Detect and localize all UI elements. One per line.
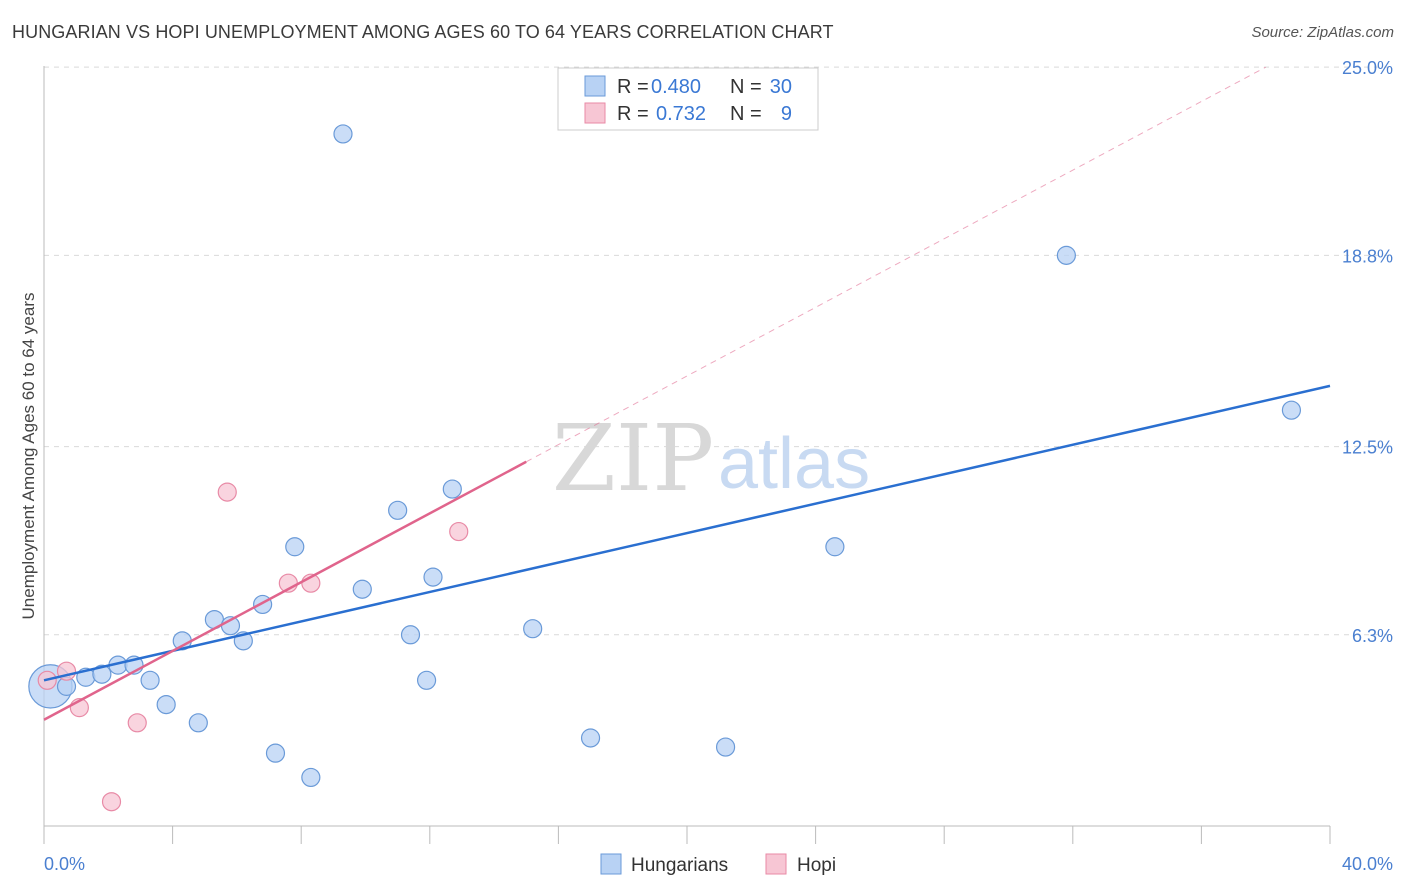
stats-legend: R = 0.480 N = 30 R = 0.732 N = 9: [557, 67, 819, 131]
hungarian-point: [352, 579, 372, 599]
legend-n-value: 9: [781, 103, 792, 125]
hungarian-point: [285, 537, 305, 557]
hungarian-point: [1281, 400, 1302, 420]
legend-r-value: 0.732: [656, 103, 706, 125]
legend-r-label: R =: [617, 103, 649, 125]
legend-r-label: R =: [617, 76, 649, 98]
hungarian-point: [1056, 245, 1076, 265]
y-tick-label: 18.8%: [1342, 246, 1393, 266]
data-points: [28, 124, 1331, 812]
hungarian-point: [442, 479, 462, 499]
hungarian-point: [265, 743, 286, 763]
y-tick-label: 6.3%: [1352, 626, 1393, 646]
legend-r-value: 0.480: [651, 76, 701, 98]
legend-swatch-hungarians: [584, 75, 606, 97]
hungarian-trend-line: [43, 384, 1331, 682]
x-tick-label: 40.0%: [1342, 854, 1393, 874]
hungarian-point: [416, 670, 437, 690]
hungarian-point: [140, 670, 160, 690]
x-tick-label: 0.0%: [44, 854, 85, 874]
watermark-zip: ZIP: [552, 405, 714, 512]
grid-lines: [44, 66, 1394, 636]
legend-swatch-hopi: [765, 853, 787, 875]
legend-n-label: N =: [730, 76, 762, 98]
hopi-trend-extension: [526, 66, 1266, 463]
series-legend: Hungarians Hopi: [600, 853, 836, 876]
hungarian-point: [301, 767, 321, 788]
trend-lines: [526, 66, 1266, 463]
hopi-point: [217, 482, 237, 502]
hopi-point: [127, 713, 147, 733]
hopi-trend-line: [43, 460, 527, 721]
legend-label-hopi: Hopi: [797, 855, 836, 876]
hungarian-point: [423, 567, 443, 587]
hungarian-point: [825, 537, 845, 557]
watermark: ZIP atlas: [552, 405, 870, 512]
legend-swatch-hungarians: [600, 853, 622, 875]
y-tick-labels: 6.3% 12.5% 18.8% 25.0%: [1342, 58, 1393, 646]
y-tick-label: 25.0%: [1342, 58, 1393, 78]
hungarian-point: [715, 737, 736, 757]
x-tick-labels: 0.0% 40.0%: [44, 854, 1393, 874]
hungarian-point: [333, 124, 353, 144]
hungarian-point: [156, 694, 176, 715]
hungarian-point: [400, 625, 421, 645]
watermark-atlas: atlas: [718, 424, 870, 504]
hungarian-point: [580, 728, 601, 748]
legend-n-label: N =: [730, 103, 762, 125]
hungarian-point: [92, 664, 112, 684]
legend-n-value: 30: [770, 76, 792, 98]
hopi-point: [101, 792, 122, 812]
y-axis-title: Unemployment Among Ages 60 to 64 years: [19, 293, 38, 620]
axes: [43, 66, 1331, 844]
legend-label-hungarians: Hungarians: [631, 855, 728, 876]
y-tick-label: 12.5%: [1342, 438, 1393, 458]
hungarian-point: [188, 713, 208, 733]
hungarian-point: [523, 619, 543, 639]
chart-title: HUNGARIAN VS HOPI UNEMPLOYMENT AMONG AGE…: [12, 22, 834, 42]
chart-source: Source: ZipAtlas.com: [1251, 24, 1394, 41]
hopi-point: [449, 521, 469, 542]
hungarian-point: [388, 500, 408, 520]
legend-swatch-hopi: [584, 102, 606, 124]
